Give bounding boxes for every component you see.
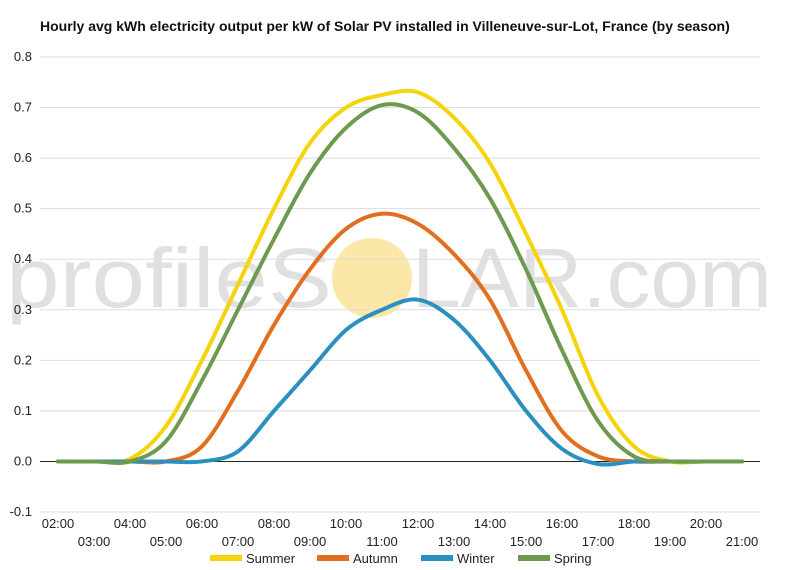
x-tick-label: 21:00: [726, 534, 759, 549]
x-tick-label: 02:00: [42, 516, 75, 531]
x-tick-label: 03:00: [78, 534, 111, 549]
x-tick-label: 09:00: [294, 534, 327, 549]
series-line-summer: [56, 88, 744, 465]
legend-swatch: [421, 555, 453, 561]
x-axis: 02:00 04:00 06:00 08:00 10:00 12:00 14:00 16:00…: [42, 516, 759, 549]
grid: [40, 56, 760, 513]
x-tick-label: 11:00: [366, 534, 398, 549]
x-tick-label: 16:00: [546, 516, 579, 531]
y-axis: -0.1 0.0 0.1 0.2 0.3 0.4 0.5 0.6 0.7 0.8: [10, 49, 32, 519]
legend-item-winter[interactable]: Winter: [421, 551, 495, 566]
y-tick-label: -0.1: [10, 504, 32, 519]
x-tick-label: 07:00: [222, 534, 255, 549]
legend-swatch: [317, 555, 349, 561]
x-tick-label: 06:00: [186, 516, 219, 531]
legend-item-spring[interactable]: Spring: [518, 551, 592, 566]
y-tick-label: 0.5: [14, 201, 32, 216]
x-tick-label: 05:00: [150, 534, 183, 549]
legend-item-autumn[interactable]: Autumn: [317, 551, 398, 566]
x-tick-label: 18:00: [618, 516, 651, 531]
series-line-spring: [56, 102, 744, 465]
x-tick-label: 10:00: [330, 516, 363, 531]
watermark-text-right: LAR.com: [412, 231, 772, 325]
watermark: profileS LAR.com: [6, 231, 772, 325]
x-tick-label: 20:00: [690, 516, 723, 531]
legend-label: Winter: [457, 551, 495, 566]
legend-swatch: [518, 555, 550, 561]
y-tick-label: 0.2: [14, 352, 32, 367]
legend-label: Spring: [554, 551, 592, 566]
x-tick-label: 08:00: [258, 516, 291, 531]
y-tick-label: 0.0: [14, 453, 32, 468]
y-tick-label: 0.4: [14, 251, 32, 266]
x-tick-label: 19:00: [654, 534, 687, 549]
y-tick-label: 0.3: [14, 302, 32, 317]
x-tick-label: 15:00: [510, 534, 543, 549]
x-tick-label: 12:00: [402, 516, 435, 531]
x-tick-label: 17:00: [582, 534, 615, 549]
legend: Summer Autumn Winter Spring: [210, 551, 592, 566]
x-tick-label: 04:00: [114, 516, 147, 531]
series-line-winter: [56, 297, 744, 467]
series-lines: [56, 88, 744, 467]
legend-label: Autumn: [353, 551, 398, 566]
legend-item-summer[interactable]: Summer: [210, 551, 296, 566]
x-tick-label: 14:00: [474, 516, 507, 531]
legend-swatch: [210, 555, 242, 561]
watermark-sun-icon: [332, 238, 412, 318]
legend-label: Summer: [246, 551, 296, 566]
chart-title: Hourly avg kWh electricity output per kW…: [40, 18, 730, 34]
x-tick-label: 13:00: [438, 534, 471, 549]
y-tick-label: 0.1: [14, 403, 32, 418]
y-tick-label: 0.6: [14, 150, 32, 165]
y-tick-label: 0.8: [14, 49, 32, 64]
y-tick-label: 0.7: [14, 100, 32, 115]
